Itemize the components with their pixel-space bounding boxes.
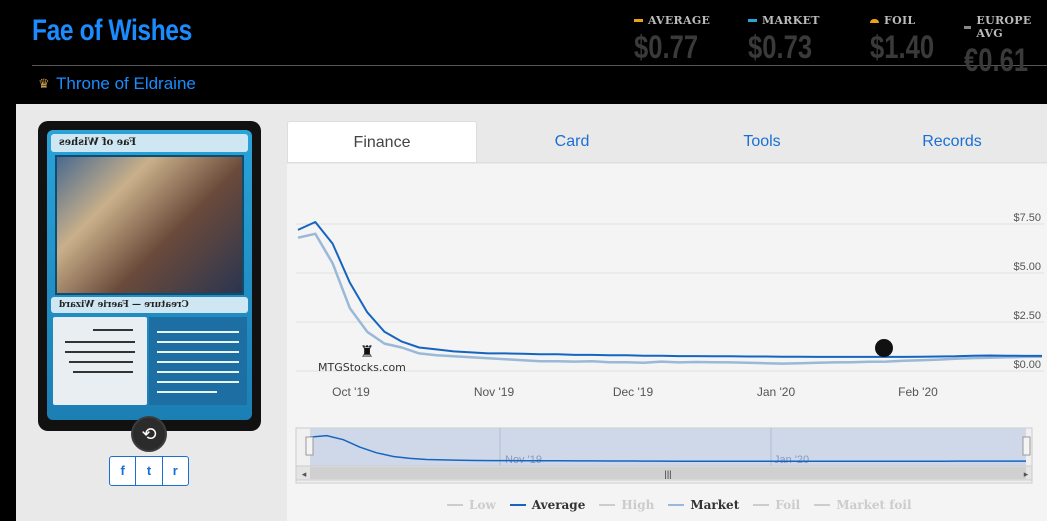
x-tick-label: Feb '20	[898, 385, 938, 399]
x-tick-label: Dec '19	[613, 385, 654, 399]
legend-item-market-foil[interactable]: Market foil	[814, 498, 912, 512]
tab-finance[interactable]: Finance	[287, 121, 478, 162]
navigator-scrollbar-thumb	[310, 467, 1026, 479]
market-swatch	[748, 19, 757, 22]
card-text-line	[73, 371, 133, 373]
card-art	[55, 155, 244, 295]
legend-swatch	[599, 504, 616, 506]
navigator-handle-left	[305, 436, 314, 456]
card-text-box	[53, 317, 147, 405]
legend-label: Market	[690, 498, 740, 512]
card-text-line	[65, 341, 135, 343]
card-text-line	[157, 391, 217, 393]
legend-item-market[interactable]: Market	[668, 498, 739, 512]
scrollbar-grip-icon: |||	[664, 469, 671, 479]
navigator-handle-right	[1022, 436, 1031, 456]
page-title: Fae of Wishes	[32, 14, 192, 47]
tab-records[interactable]: Records	[922, 133, 982, 150]
price-label: AVERAGE	[648, 14, 711, 27]
legend-label: Market foil	[836, 498, 912, 512]
card-text-line	[157, 371, 239, 373]
card-image[interactable]: Fae of Wishes Creature — Faerie Wizard	[47, 130, 252, 420]
legend-swatch	[753, 504, 770, 506]
card-text-line	[157, 331, 239, 333]
card-text-line	[157, 351, 239, 353]
x-tick-label: Jan '20	[757, 385, 796, 399]
share-buttons: f t r	[109, 456, 189, 486]
y-tick-label: $0.00	[1013, 359, 1041, 371]
scroll-right-icon: ▸	[1024, 469, 1029, 479]
navigator-series-line	[309, 434, 1026, 463]
set-link[interactable]: ♛ Throne of Eldraine	[38, 74, 196, 94]
price-label: FOIL	[884, 14, 916, 27]
price-value: $0.77	[634, 29, 699, 65]
event-marker-icon: ♜	[360, 344, 374, 361]
y-tick-label: $7.50	[1013, 212, 1041, 224]
reddit-icon[interactable]: r	[172, 463, 178, 478]
navigator-selection	[310, 428, 1026, 466]
tab-tools[interactable]: Tools	[743, 133, 781, 150]
legend-label: Average	[531, 498, 586, 512]
europe-swatch	[964, 25, 972, 29]
price-average: AVERAGE $0.77	[634, 14, 714, 66]
legend-label: High	[621, 498, 655, 512]
foil-swatch	[870, 18, 879, 23]
flip-card-icon[interactable]: ⟲	[131, 416, 167, 452]
scroll-left-icon: ◂	[302, 469, 307, 479]
legend-swatch	[814, 504, 831, 506]
legend-item-low[interactable]: Low	[447, 498, 496, 512]
price-value: $0.73	[748, 29, 813, 65]
price-foil: FOIL $1.40	[870, 14, 950, 66]
event-marker-icon	[875, 339, 893, 357]
set-symbol-icon: ♛	[38, 76, 50, 91]
card-text-line	[157, 381, 239, 383]
card-text-line	[157, 341, 239, 343]
watermark-text: MTGStocks.com	[318, 361, 406, 374]
card-text-line	[157, 361, 239, 363]
legend-swatch	[447, 504, 463, 506]
price-value: $1.40	[870, 29, 935, 65]
legend-item-high[interactable]: High	[599, 498, 654, 512]
tab-card[interactable]: Card	[554, 133, 590, 150]
series-line-average	[297, 221, 1042, 358]
twitter-icon[interactable]: t	[136, 457, 163, 485]
price-label: MARKET	[762, 14, 820, 27]
average-swatch	[634, 19, 643, 22]
price-market: MARKET $0.73	[748, 14, 828, 66]
x-tick-label: Nov '19	[474, 385, 515, 399]
price-europe: EUROPE AVG €0.61	[964, 14, 1047, 79]
price-label: EUROPE AVG	[976, 14, 1032, 40]
legend-item-foil[interactable]: Foil	[753, 498, 800, 512]
legend-item-average[interactable]: Average	[509, 498, 586, 512]
tab-bar: Finance Card Tools Records	[287, 121, 1047, 163]
x-tick-label: Oct '19	[332, 385, 370, 399]
legend-label: Low	[469, 498, 496, 512]
y-tick-label: $5.00	[1013, 261, 1041, 273]
card-text-line	[69, 361, 133, 363]
legend-swatch	[668, 504, 685, 506]
facebook-icon[interactable]: f	[110, 457, 137, 485]
chart-legend: Low Average High Market Foil Market foil	[447, 498, 912, 512]
legend-label: Foil	[775, 498, 801, 512]
price-value: €0.61	[964, 42, 1029, 78]
card-text-line	[65, 351, 135, 353]
legend-swatch	[509, 504, 526, 506]
y-tick-label: $2.50	[1013, 310, 1041, 322]
series-line-market	[297, 232, 1043, 365]
header-divider	[32, 65, 1047, 66]
card-adventure-box	[149, 317, 247, 405]
card-text-line	[93, 329, 133, 331]
navigator-tick-label: Jan '20	[774, 454, 809, 466]
set-name: Throne of Eldraine	[56, 74, 196, 93]
